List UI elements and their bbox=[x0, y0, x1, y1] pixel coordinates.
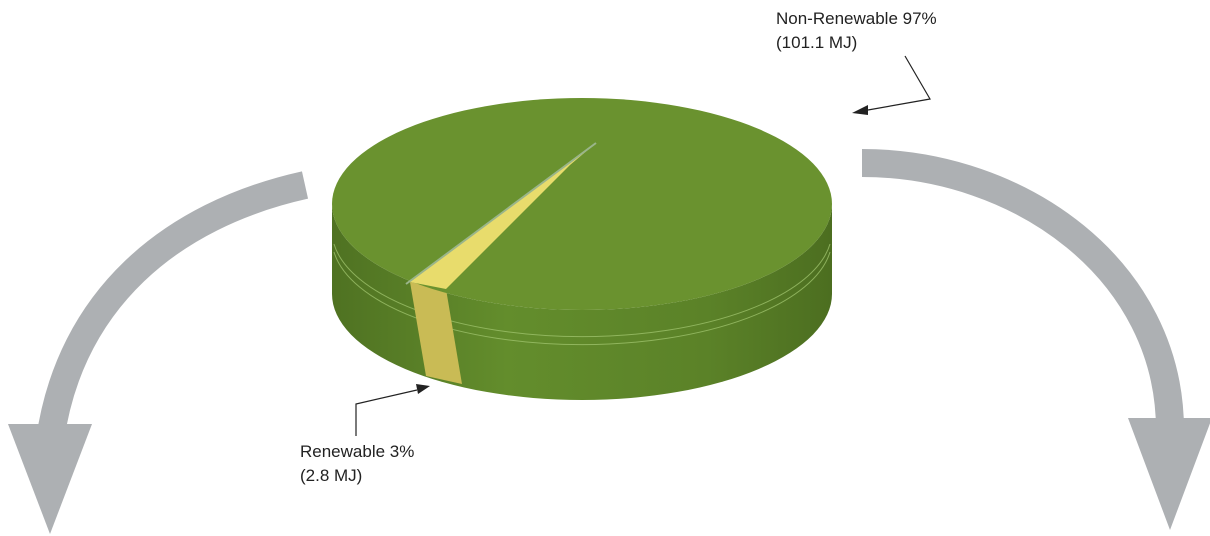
left-arrow-shaft bbox=[36, 171, 309, 442]
pie-top bbox=[332, 98, 832, 310]
left-curved-arrow-icon bbox=[8, 171, 309, 534]
renewable-callout: Renewable 3% (2.8 MJ) bbox=[300, 440, 414, 488]
non-renewable-percent: 97% bbox=[902, 9, 937, 28]
renewable-value: (2.8 MJ) bbox=[300, 466, 363, 485]
right-arrow-shaft bbox=[861, 149, 1184, 431]
non-renewable-label: Non-Renewable bbox=[776, 9, 903, 28]
renewable-slice bbox=[410, 143, 596, 289]
renewable-label-line: Renewable 3% bbox=[300, 440, 414, 464]
non-renewable-leader-line bbox=[867, 55, 931, 111]
slice-separator bbox=[405, 142, 597, 285]
right-arrow-head bbox=[1128, 418, 1210, 530]
non-renewable-arrowhead bbox=[852, 105, 868, 115]
right-curved-arrow-icon bbox=[861, 149, 1210, 530]
renewable-percent: 3% bbox=[389, 442, 415, 461]
non-renewable-callout: Non-Renewable 97% (101.1 MJ) bbox=[776, 7, 937, 55]
renewable-slice-side bbox=[410, 282, 462, 384]
pie-side bbox=[332, 204, 832, 400]
left-arrow-head bbox=[8, 424, 92, 534]
pie-side-band bbox=[333, 243, 831, 338]
renewable-arrowhead bbox=[416, 384, 430, 394]
non-renewable-value: (101.1 MJ) bbox=[776, 33, 858, 52]
renewable-leader-line bbox=[355, 389, 418, 436]
non-renewable-label-line: Non-Renewable 97% bbox=[776, 7, 937, 31]
pie-side-band bbox=[333, 251, 831, 346]
renewable-label: Renewable bbox=[300, 442, 390, 461]
pie-side-body bbox=[332, 204, 832, 400]
non-renewable-slice bbox=[332, 98, 832, 310]
